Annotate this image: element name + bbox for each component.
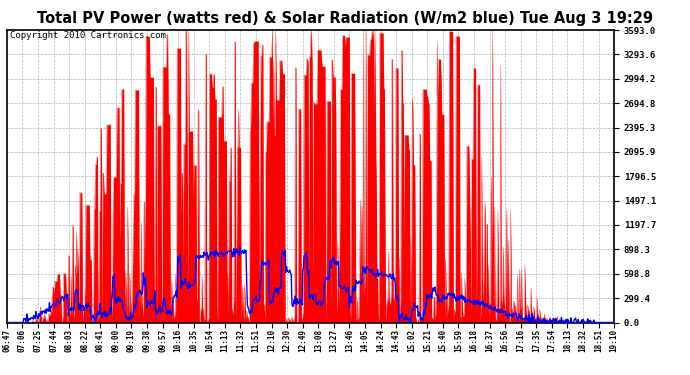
Text: Total PV Power (watts red) & Solar Radiation (W/m2 blue) Tue Aug 3 19:29: Total PV Power (watts red) & Solar Radia… <box>37 11 653 26</box>
Text: Copyright 2010 Cartronics.com: Copyright 2010 Cartronics.com <box>10 32 166 40</box>
